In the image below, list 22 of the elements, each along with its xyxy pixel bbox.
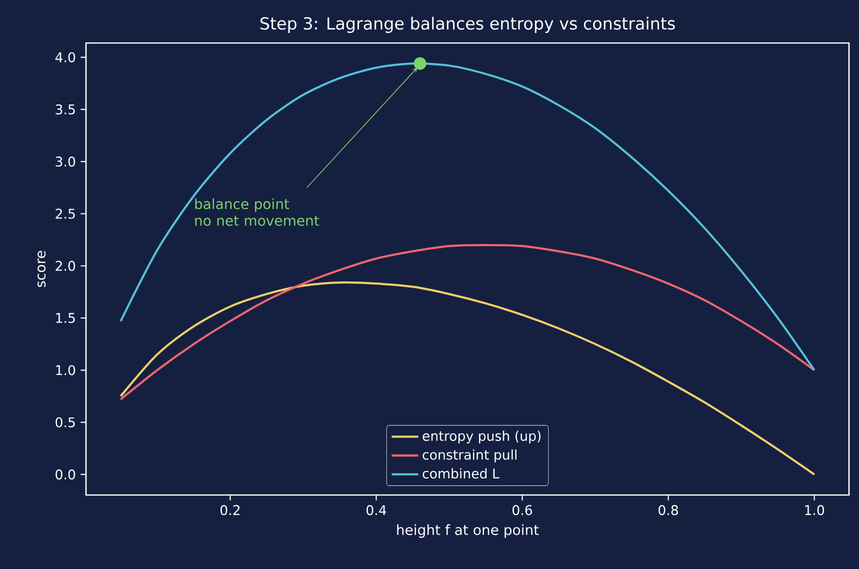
x-tick-label: 0.4	[366, 505, 386, 516]
y-tick-label: 3.0	[56, 156, 76, 167]
line-series	[120, 244, 816, 400]
y-tick-label: 4.0	[55, 52, 76, 62]
legend-label: entropy push (up)	[422, 430, 541, 444]
x-tick-label: 0.6	[512, 505, 532, 516]
x-axis-title: height f at one point	[397, 524, 539, 538]
y-tick-label: 3.5	[56, 104, 75, 114]
y-tick-label: 2.5	[56, 208, 75, 219]
y-tick-label: 1.5	[56, 313, 75, 323]
legend-label: constraint pull	[422, 449, 516, 462]
legend-label: combined L	[422, 468, 500, 479]
y-tick-label: 1.0	[56, 365, 76, 376]
y-tick-label: 0.5	[56, 417, 75, 428]
x-tick-label: 0.8	[658, 505, 678, 516]
chart-title: Step 3: Lagrange balances entropy vs constraints	[260, 16, 675, 33]
y-axis-title: score	[38, 250, 46, 288]
x-tick-label: 0.2	[220, 505, 240, 516]
annotation: balance point no net movement	[195, 198, 320, 226]
x-tick-label: 1.0	[805, 505, 824, 516]
y-tick-label: 0.0	[56, 469, 76, 480]
y-tick-label: 2.0	[56, 260, 76, 271]
